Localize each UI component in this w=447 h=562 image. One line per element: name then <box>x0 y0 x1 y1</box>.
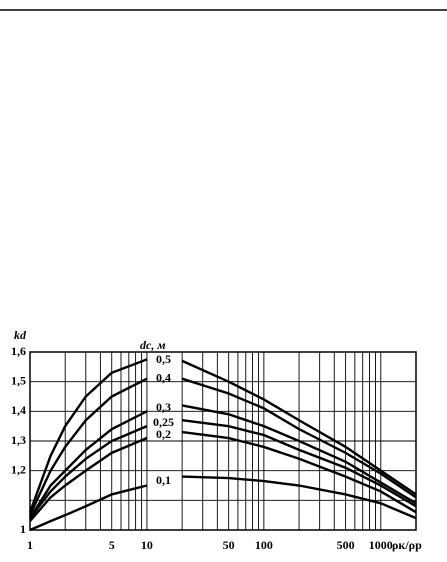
x-tick-label: 100 <box>255 538 273 552</box>
curve <box>28 404 417 519</box>
series-label: 0,2 <box>156 427 171 441</box>
curve <box>29 419 417 519</box>
series-label: 0,25 <box>153 415 174 429</box>
x-axis-label: ρк/ρр <box>392 538 422 552</box>
y-tick-label: 1,6 <box>11 344 26 358</box>
curve <box>29 430 417 522</box>
series-label: 0,1 <box>156 473 171 487</box>
y-tick-label: 1,4 <box>11 403 26 417</box>
x-tick-label: 50 <box>223 538 235 552</box>
y-tick-label: 1,5 <box>11 373 26 387</box>
series-label: 0,4 <box>156 370 171 384</box>
x-tick-label: 500 <box>337 538 355 552</box>
y-axis-label: kd <box>14 328 27 342</box>
x-tick-label: 1 <box>27 538 33 552</box>
curve <box>29 475 417 532</box>
x-tick-label: 10 <box>141 538 153 552</box>
legend-title: dc, м <box>140 338 166 352</box>
y-tick-label: 1 <box>20 522 26 536</box>
y-tick-label: 1,2 <box>11 462 26 476</box>
series-label: 0,3 <box>156 400 171 414</box>
x-tick-label: 5 <box>109 538 115 552</box>
x-tick-label: 1000 <box>369 538 393 552</box>
series-label: 0,5 <box>156 352 171 366</box>
plot-frame <box>29 351 417 531</box>
curve <box>28 377 417 516</box>
curve <box>28 358 417 513</box>
y-tick-label: 1,3 <box>11 433 26 447</box>
